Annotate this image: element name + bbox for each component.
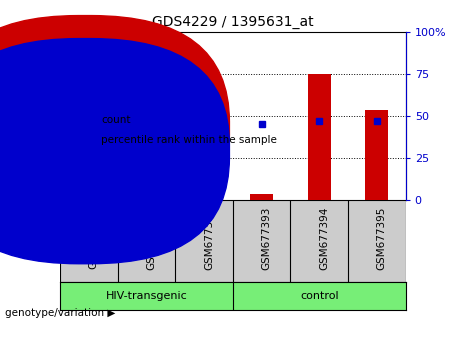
Text: GSM677391: GSM677391 [146, 206, 156, 270]
Text: GSM677394: GSM677394 [319, 206, 329, 270]
Text: genotype/variation ▶: genotype/variation ▶ [5, 308, 115, 318]
Bar [308, 74, 331, 200]
Text: GSM677392: GSM677392 [204, 206, 214, 270]
Text: control: control [300, 291, 338, 301]
Bar [250, 194, 273, 200]
Title: GDS4229 / 1395631_at: GDS4229 / 1395631_at [152, 16, 313, 29]
Text: GSM677390: GSM677390 [89, 206, 99, 269]
Text: percentile rank within the sample: percentile rank within the sample [101, 135, 278, 145]
Text: GSM677395: GSM677395 [377, 206, 387, 270]
Bar [77, 158, 100, 200]
Bar [365, 110, 388, 200]
Bar [193, 152, 216, 200]
Text: GSM677393: GSM677393 [262, 206, 272, 270]
Text: HIV-transgenic: HIV-transgenic [106, 291, 187, 301]
Bar [135, 117, 158, 200]
Text: count: count [101, 115, 131, 125]
